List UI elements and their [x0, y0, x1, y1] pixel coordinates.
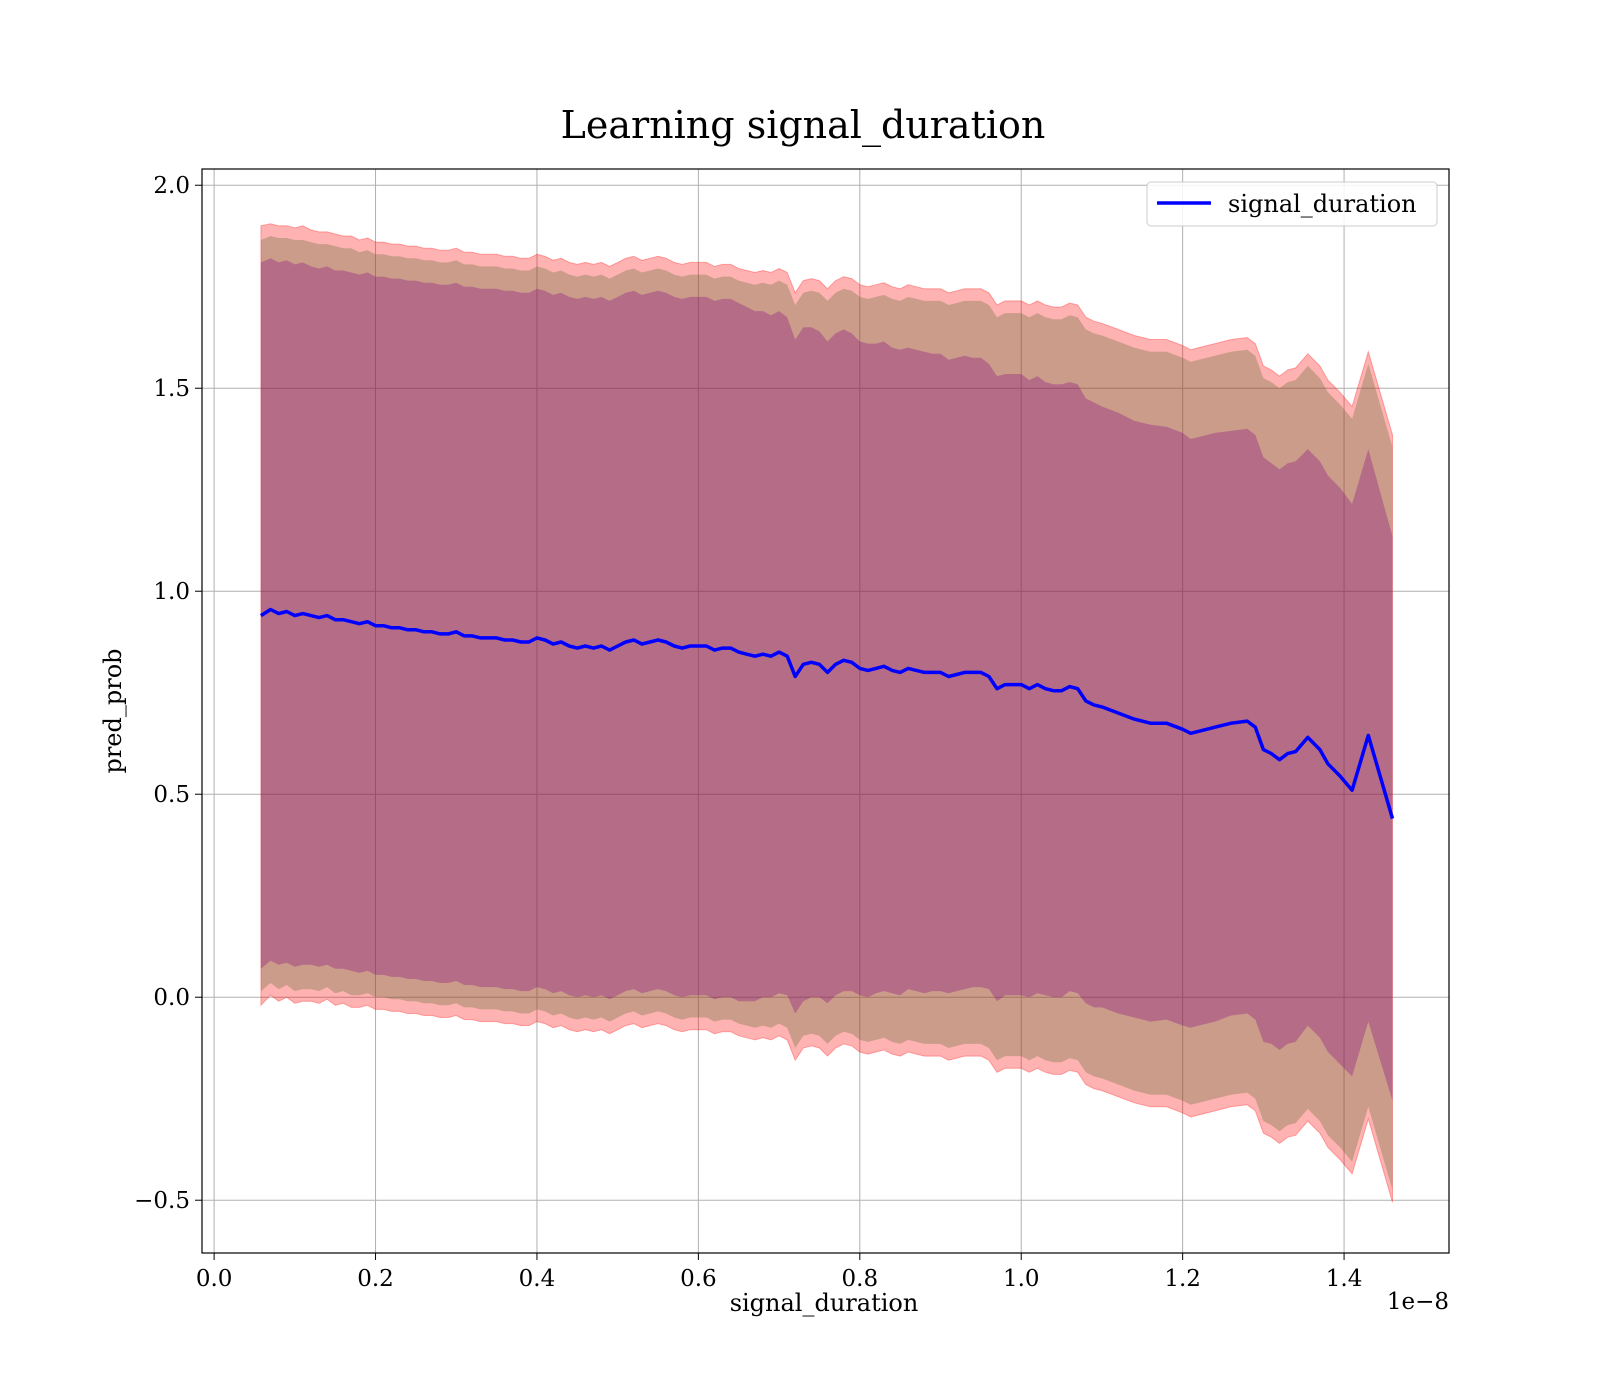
y-tick-label: 1.0 — [153, 579, 190, 605]
x-tick-label: 0.8 — [842, 1266, 879, 1292]
y-tick-label: 0.0 — [153, 985, 190, 1011]
y-axis-ticks: −0.5 0.0 0.5 1.0 1.5 2.0 — [134, 173, 202, 1214]
legend: signal_duration — [1146, 181, 1438, 227]
grid-lines — [202, 169, 1449, 1253]
x-axis-label: signal_duration — [730, 1289, 919, 1317]
band-inner — [260, 236, 1393, 1191]
band-outer — [260, 223, 1393, 1203]
y-tick-label: 0.5 — [153, 782, 190, 808]
y-tick-label: 2.0 — [153, 173, 190, 199]
series-lines — [259, 607, 1395, 820]
y-axis-label: pred_prob — [99, 648, 127, 773]
x-tick-label: 1.2 — [1164, 1266, 1201, 1292]
x-axis-ticks: 0.0 0.2 0.4 0.6 0.8 1.0 1.2 1.4 — [196, 1253, 1363, 1292]
y-tick-label: −0.5 — [134, 1188, 190, 1214]
x-tick-label: 0.0 — [196, 1266, 233, 1292]
x-tick-label: 0.4 — [519, 1266, 556, 1292]
chart-title: Learning signal_duration — [561, 103, 1046, 148]
series-line-signal_duration — [259, 607, 1395, 820]
y-tick-label: 1.5 — [153, 376, 190, 402]
x-axis-offset-text: 1e−8 — [1387, 1289, 1449, 1315]
legend-entry-label: signal_duration — [1228, 190, 1417, 218]
x-tick-label: 0.2 — [357, 1266, 394, 1292]
legend-box — [1146, 181, 1438, 227]
band-core — [260, 258, 1393, 1101]
x-tick-label: 1.4 — [1326, 1266, 1363, 1292]
x-tick-label: 0.6 — [680, 1266, 717, 1292]
confidence-bands — [260, 223, 1393, 1203]
plot-frame — [201, 168, 1450, 1254]
x-tick-label: 1.0 — [1003, 1266, 1040, 1292]
